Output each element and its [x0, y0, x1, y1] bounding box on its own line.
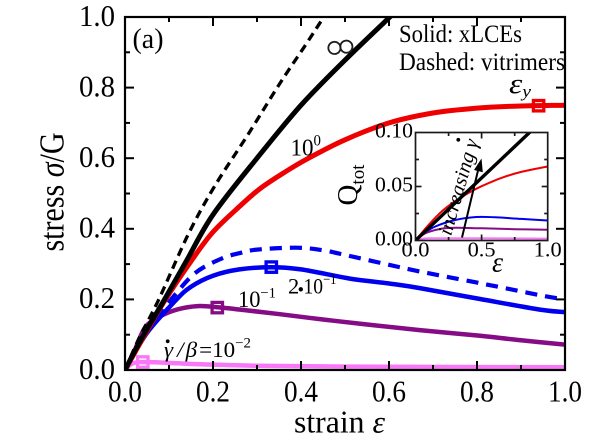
svg-text:0.05: 0.05	[375, 173, 413, 197]
svg-text:0.2: 0.2	[196, 373, 230, 408]
svg-text:strain ε: strain ε	[294, 405, 386, 440]
svg-text:0.10: 0.10	[375, 119, 413, 143]
svg-text:γ/β=10−2: γ/β =10−2	[164, 336, 251, 363]
svg-text:Solid: xLCEs: Solid: xLCEs	[399, 21, 522, 48]
svg-text:0.6: 0.6	[79, 139, 115, 174]
svg-text:0.0: 0.0	[79, 351, 115, 386]
svg-text:1.0: 1.0	[534, 238, 562, 262]
svg-text:ε: ε	[492, 248, 503, 279]
svg-text:0.2: 0.2	[79, 280, 115, 315]
svg-text:(a): (a)	[133, 23, 164, 55]
svg-text:0.4: 0.4	[79, 210, 115, 245]
svg-text:0.0: 0.0	[108, 373, 142, 408]
svg-text:0.00: 0.00	[375, 227, 413, 251]
svg-text:0.8: 0.8	[79, 68, 115, 103]
svg-text:0.5: 0.5	[468, 238, 496, 262]
svg-text:stress σ/G: stress σ/G	[33, 133, 72, 252]
svg-text:Dashed: vitrimers: Dashed: vitrimers	[399, 49, 565, 76]
svg-text:0.0: 0.0	[402, 238, 430, 262]
svg-text:2: 2	[288, 274, 299, 299]
svg-text:10−1: 10−1	[238, 286, 276, 313]
svg-text:1.0: 1.0	[548, 373, 582, 408]
svg-text:1.0: 1.0	[79, 0, 115, 33]
svg-text:0.4: 0.4	[284, 373, 318, 408]
svg-text:0.6: 0.6	[372, 373, 406, 408]
svg-text:0.8: 0.8	[460, 373, 494, 408]
